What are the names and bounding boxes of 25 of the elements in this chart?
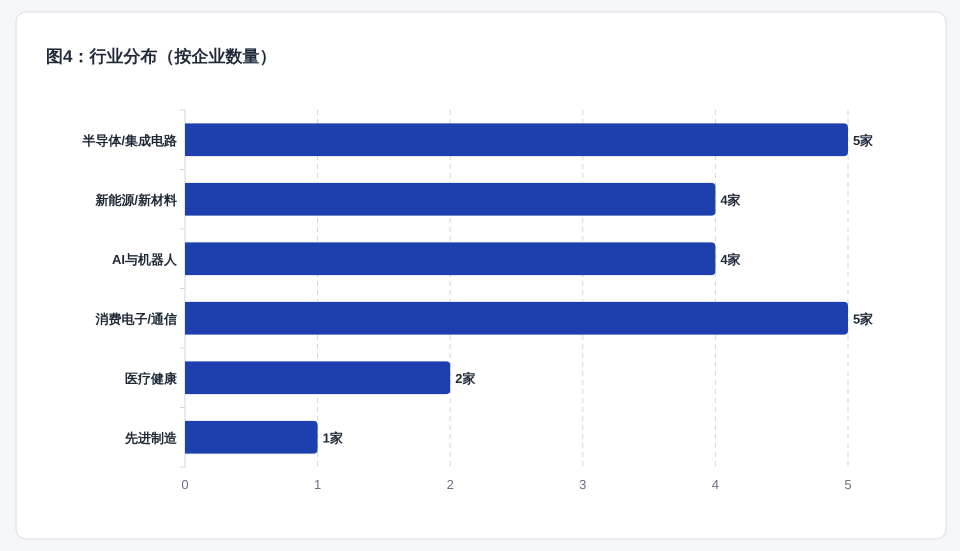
y-tick-label: AI与机器人 <box>112 252 178 267</box>
bar <box>185 123 848 156</box>
y-tick-label: 新能源/新材料 <box>94 192 177 208</box>
x-tick-label: 5 <box>844 477 852 492</box>
bar <box>185 420 318 454</box>
bar <box>185 361 450 394</box>
data-label: 5家 <box>853 132 874 148</box>
data-label: 5家 <box>853 311 874 326</box>
data-label: 1家 <box>322 430 343 446</box>
y-tick-label: 消费电子/通信 <box>94 311 177 326</box>
bar <box>185 242 716 276</box>
x-tick-label: 4 <box>712 477 720 492</box>
y-tick-label: 先进制造 <box>124 430 178 446</box>
x-tick-label: 0 <box>181 477 189 492</box>
bar <box>185 302 848 335</box>
data-label: 2家 <box>455 370 476 386</box>
x-tick-label: 1 <box>314 477 322 492</box>
data-label: 4家 <box>720 252 741 267</box>
data-label: 4家 <box>720 192 741 208</box>
x-tick-label: 2 <box>446 477 454 492</box>
bar <box>185 182 716 216</box>
y-tick-label: 医疗健康 <box>125 370 178 386</box>
y-tick-label: 半导体/集成电路 <box>81 132 177 148</box>
chart-title: 图4：行业分布（按企业数量） <box>46 47 276 66</box>
x-tick-label: 3 <box>579 477 586 492</box>
